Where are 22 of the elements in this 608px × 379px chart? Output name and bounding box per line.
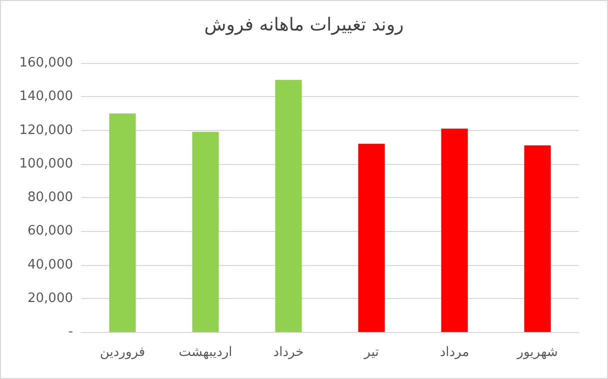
y-tick-label: 120,000 xyxy=(19,122,73,138)
y-tick-label: 140,000 xyxy=(19,89,73,104)
y-tick-label: 80,000 xyxy=(28,190,73,205)
x-tick-label: تیر xyxy=(363,345,380,360)
x-tick-label: مرداد xyxy=(440,345,470,360)
bar xyxy=(441,128,468,332)
y-tick-label: 100,000 xyxy=(19,156,73,172)
x-tick-label: شهریور xyxy=(516,345,558,360)
x-tick-label: فروردین xyxy=(100,345,146,360)
y-tick-label: 160,000 xyxy=(19,56,73,70)
bar xyxy=(358,144,385,332)
bar xyxy=(275,80,302,332)
chart-title: روند تغییرات ماهانه فروش xyxy=(204,14,404,36)
bar xyxy=(524,145,551,332)
y-tick-label: 40,000 xyxy=(28,257,73,272)
bar xyxy=(192,132,219,332)
y-tick-label: 60,000 xyxy=(28,224,73,239)
y-tick-label: - xyxy=(68,324,74,340)
bar xyxy=(109,113,136,332)
y-tick-label: 20,000 xyxy=(28,290,73,306)
x-tick-label: خرداد xyxy=(273,345,304,360)
x-tick-label: اردیبهشت xyxy=(178,345,232,360)
